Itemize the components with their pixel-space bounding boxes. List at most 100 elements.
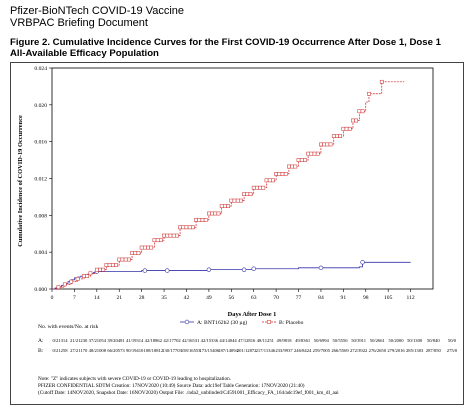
data-point-placebo [271,178,275,183]
data-point-placebo [296,158,301,162]
data-point-placebo [287,164,291,169]
risk-cell-b: 259/7005 [312,348,330,353]
y-tick-label: 0.016 [34,140,47,146]
x-tick-label: 21 [116,295,122,301]
data-point-bnt162b2 [360,260,365,265]
risk-cell-b: 201/12872 [236,348,257,353]
data-point-placebo [267,178,272,183]
legend-label-bnt162b2: A: BNT162b2 (30 µg) [197,319,247,326]
data-point-placebo [162,233,166,238]
figure-title-line-1: Figure 2. Cumulative Incidence Curves fo… [10,37,441,48]
risk-cell-a: 50/6994 [313,338,329,343]
data-point-placebo [261,185,266,190]
data-point-placebo [258,185,262,190]
data-point-placebo [136,251,141,255]
risk-cell-b: 276/2650 [368,348,386,353]
x-tick-label: 91 [341,295,347,301]
data-point-placebo [219,204,224,208]
data-point-placebo [142,245,147,250]
data-point-placebo [175,233,179,238]
x-tick-label: 98 [363,295,369,301]
data-point-placebo [56,285,61,290]
x-tick-label: 56 [228,295,234,301]
data-point-bnt162b2 [165,268,170,273]
risk-cell-a: 41/19314 [125,338,144,343]
risk-cell-b: 287/850 [425,348,441,353]
x-tick-label: 70 [273,295,279,301]
data-point-placebo [210,211,214,216]
data-point-placebo [299,158,304,162]
data-point-placebo [69,279,74,284]
data-point-placebo [82,274,86,278]
data-point-placebo [130,251,134,255]
risk-cell-b: 246/8424 [293,348,312,353]
risk-cell-a: 50/0 [447,338,457,343]
x-tick-label: 84 [318,295,324,301]
risk-cell-b: 187/14094 [218,348,238,353]
y-tick-label: 0.020 [34,103,47,109]
data-point-placebo [331,134,336,138]
data-point-placebo [325,142,330,147]
data-point-placebo [194,218,198,222]
series-line-placebo [52,81,405,290]
data-point-placebo [309,151,314,156]
data-point-placebo [117,257,122,262]
y-tick-label: 0.024 [34,66,47,72]
risk-cell-b: 173/15406 [199,348,220,353]
data-point-placebo [126,257,131,262]
data-point-placebo [110,263,115,267]
data-point-placebo [274,172,278,176]
data-point-placebo [114,263,118,267]
data-point-placebo [178,225,182,230]
risk-cell-a: 50/1300 [407,338,423,343]
data-point-placebo [216,211,221,216]
data-point-placebo [197,218,202,222]
risk-cell-a: 37/21054 [88,338,106,343]
data-point-placebo [165,233,170,238]
risk-cell-a: 44/14044 [219,338,237,343]
data-point-placebo [75,277,80,281]
risk-cell-b: 266/5569 [331,348,349,353]
data-point-placebo [312,151,317,156]
x-tick-label: 0 [51,295,54,301]
risk-row-b-label: B: [38,348,44,354]
data-point-placebo [347,126,352,131]
chart-series-lines [52,81,411,290]
data-point-placebo [235,198,240,203]
data-point-placebo [133,251,138,255]
data-point-placebo [351,118,355,123]
data-point-placebo [101,267,106,272]
data-point-placebo [344,126,349,131]
risk-cell-a: 42/17702 [163,338,181,343]
risk-cell-a: 49/8361 [295,338,311,343]
data-point-placebo [264,178,269,183]
data-point-placebo [184,225,189,230]
risk-cell-a: 39/20481 [107,338,125,343]
data-point-placebo [168,233,173,238]
data-point-placebo [242,192,246,197]
risk-cell-b: 0/21258 [52,348,68,353]
data-point-placebo [149,245,154,250]
data-point-placebo [328,142,333,147]
data-point-placebo [338,134,343,138]
data-point-placebo [207,211,211,216]
data-point-placebo [290,164,294,169]
data-point-placebo [280,172,285,176]
data-point-placebo [306,151,310,156]
footnote-cutoff: (Cutoff Date: 14NOV2020, Snapshot Date: … [38,390,339,396]
figure-title-line-2: All-Available Efficacy Population [10,48,159,59]
data-point-placebo [251,185,256,190]
y-tick-label: 0.008 [34,213,47,219]
data-point-placebo [191,225,195,230]
risk-cell-b: 158/16553 [180,348,201,353]
data-point-placebo [171,233,176,238]
data-point-placebo [152,238,157,243]
data-point-bnt162b2 [206,267,212,272]
y-tick-label: 0.012 [34,177,47,183]
data-point-placebo [283,172,288,176]
risk-row-a-label: A: [38,338,44,344]
y-tick-label: 0.004 [34,250,47,256]
risk-cell-b: 130/17703 [162,348,182,353]
chart-legend: A: BNT162b2 (30 µg) B: Placebo [180,319,304,326]
